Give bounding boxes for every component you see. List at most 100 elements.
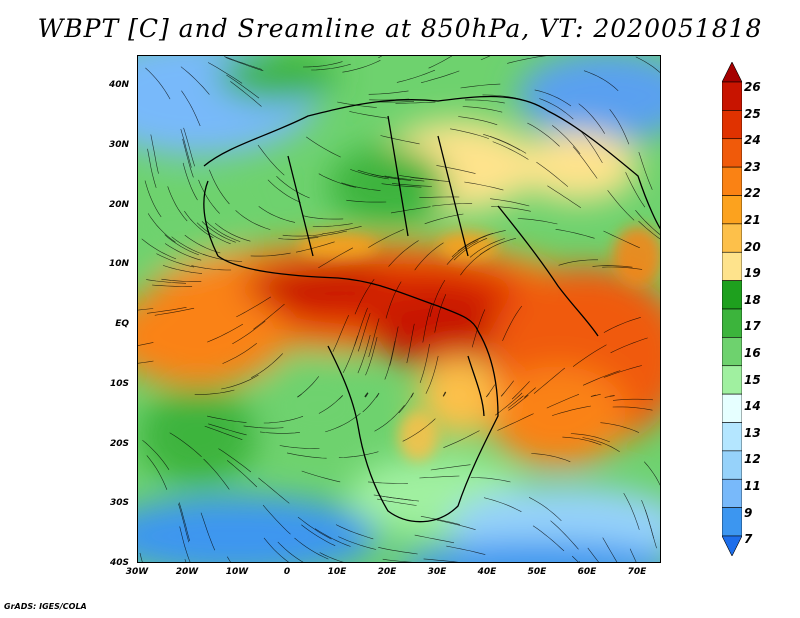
streamline (286, 452, 327, 459)
colorbar-swatch (722, 535, 742, 556)
streamline (527, 122, 560, 147)
streamline (532, 525, 565, 552)
streamline (492, 141, 529, 160)
streamline (517, 218, 558, 225)
streamline (398, 392, 414, 414)
streamline (604, 395, 615, 398)
streamline (144, 180, 162, 218)
streamline (446, 545, 486, 555)
streamline (645, 509, 657, 549)
streamline (528, 497, 562, 522)
streamline (262, 504, 291, 535)
streamline (354, 307, 368, 346)
streamline (342, 60, 381, 73)
streamline (603, 230, 640, 249)
streamline (302, 61, 343, 68)
streamline (446, 240, 479, 265)
coastlines-borders (203, 95, 660, 523)
streamline (390, 206, 431, 214)
streamline (303, 215, 344, 220)
streamline (432, 203, 473, 207)
streamline (198, 179, 220, 214)
streamline (485, 384, 496, 398)
streamline (547, 185, 581, 209)
streamline (325, 413, 361, 433)
streamline (422, 303, 432, 343)
lat-label: 40S (109, 558, 129, 568)
streamline (319, 552, 344, 562)
lon-label: 40E (477, 567, 497, 577)
streamline (378, 547, 418, 555)
streamline (243, 425, 284, 429)
colorbar-swatch (722, 223, 742, 253)
streamline (311, 63, 351, 71)
streamline (582, 370, 621, 386)
streamline (434, 294, 447, 333)
streamline (277, 541, 304, 562)
streamline (428, 56, 453, 69)
streamline (419, 344, 430, 383)
streamline (571, 555, 579, 562)
colorbar-swatch (722, 422, 742, 452)
streamline (357, 313, 371, 352)
streamline (138, 360, 154, 364)
streamline (318, 173, 357, 188)
streamline (508, 394, 529, 411)
streamline (145, 67, 171, 100)
streamline (258, 477, 290, 504)
streamline (226, 74, 260, 99)
streamline (138, 342, 154, 346)
streamline (335, 524, 374, 540)
colorbar-label: 19 (744, 266, 761, 281)
streamline (205, 221, 241, 242)
streamline (146, 455, 168, 490)
streamline (464, 181, 504, 191)
lat-label: EQ (115, 319, 129, 329)
streamline (495, 392, 523, 416)
streamline (332, 314, 349, 352)
streamline (483, 134, 521, 151)
streamline (314, 528, 351, 547)
streamline (500, 380, 514, 397)
streamline (139, 552, 143, 562)
streamline (524, 387, 536, 398)
streamline (377, 498, 417, 506)
streamline (635, 210, 660, 235)
streamline (218, 448, 252, 473)
lon-label: 10W (225, 567, 249, 577)
colorbar-swatch (722, 365, 742, 395)
lon-label: 20E (377, 567, 397, 577)
streamline (546, 394, 580, 409)
colorbar-swatch (722, 280, 742, 310)
streamline (635, 56, 660, 73)
streamline (312, 223, 353, 227)
streamline (603, 365, 642, 378)
streamline (295, 241, 335, 253)
streamline (258, 206, 296, 223)
streamline (558, 259, 598, 266)
streamline (410, 176, 451, 183)
colorbar-label: 15 (744, 372, 761, 387)
colorbar-label: 24 (744, 133, 761, 148)
streamline (224, 56, 263, 70)
streamline (471, 309, 486, 348)
streamline (171, 236, 207, 256)
lon-label: 0 (283, 567, 291, 577)
streamline (368, 318, 380, 358)
streamline (453, 237, 488, 261)
streamline (381, 183, 422, 188)
streamline (629, 548, 637, 562)
streamline (480, 56, 491, 61)
streamline (182, 138, 194, 178)
streamline (391, 183, 432, 187)
streamline (341, 182, 381, 191)
streamline (555, 229, 595, 239)
streamline (638, 152, 653, 190)
colorbar-swatch (722, 393, 742, 423)
streamline (181, 90, 201, 127)
streamline (443, 430, 480, 448)
wbpt-streamline-field (138, 56, 660, 562)
lat-label: 40N (108, 80, 129, 90)
streamline (603, 317, 641, 333)
lat-label: 10S (109, 378, 129, 389)
